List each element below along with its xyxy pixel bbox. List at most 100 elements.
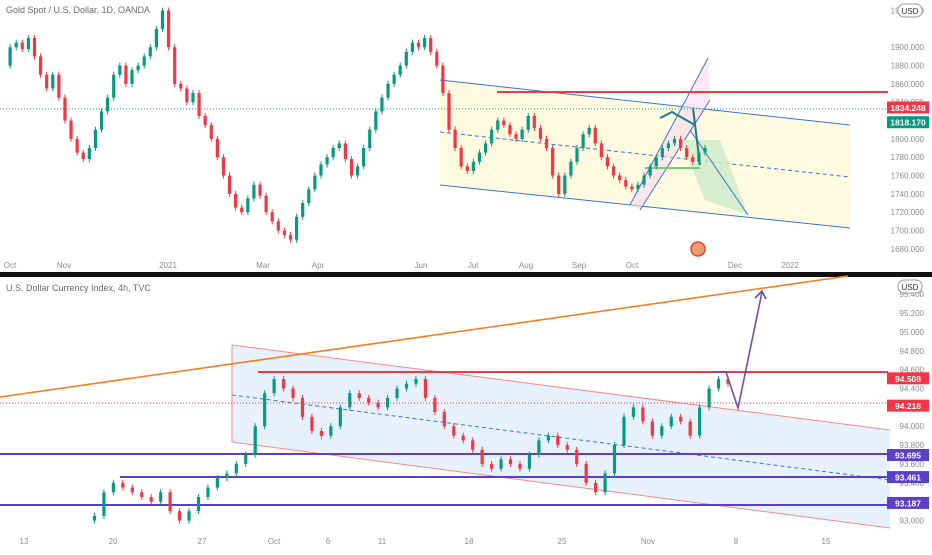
dxy-candle	[461, 435, 465, 441]
gold-candle	[587, 127, 591, 135]
gold-x-tick-label: Nov	[57, 261, 71, 270]
gold-candle	[538, 127, 543, 139]
gold-candle	[270, 212, 274, 222]
dxy-price-badge[interactable]	[887, 399, 929, 412]
gold-candle	[581, 134, 585, 149]
gold-chart-title: Gold Spot / U.S. Dollar, 1D, OANDA	[6, 5, 150, 15]
dxy-price-badge-label: 93.461	[895, 473, 921, 483]
gold-candle	[240, 207, 244, 213]
gold-candle	[227, 175, 232, 194]
gold-candle	[191, 93, 195, 103]
dxy-price-badge-label: 94.508	[895, 374, 921, 384]
gold-candle	[209, 125, 213, 139]
gold-x-tick-label: 2021	[159, 261, 177, 270]
gold-currency-badge-box[interactable]	[897, 3, 923, 18]
dxy-currency-badge-box[interactable]	[897, 279, 923, 294]
gold-target-line	[689, 129, 749, 216]
dxy-price-badge[interactable]	[887, 449, 929, 461]
dxy-price-badge[interactable]	[887, 372, 929, 385]
dxy-candle	[338, 407, 342, 427]
dxy-candle	[130, 487, 134, 493]
gold-candle	[124, 65, 128, 84]
dxy-price-badge[interactable]	[887, 496, 929, 509]
dxy-candle	[499, 459, 503, 469]
gold-candle	[679, 138, 683, 149]
gold-candle	[526, 115, 530, 130]
gold-candle	[575, 148, 579, 162]
dxy-candle	[650, 421, 654, 436]
dxy-price-badge[interactable]	[887, 471, 929, 484]
dxy-candle	[688, 421, 692, 436]
dxy-candle	[660, 426, 664, 436]
gold-candle	[173, 47, 177, 84]
gold-chart-pane[interactable]: 1900.0001880.0001860.0001840.0001820.000…	[0, 0, 929, 270]
gold-x-tick-label: 2022	[781, 261, 799, 270]
pane-separator[interactable]	[0, 272, 932, 277]
gold-y-tick-label: 1700.000	[891, 227, 925, 236]
gold-candle	[166, 10, 171, 48]
dxy-candle	[565, 445, 569, 450]
dxy-candle	[376, 402, 380, 408]
gold-candle	[221, 157, 226, 176]
dxy-chart-pane[interactable]: 95.400 95.200 95.000 94.800 94.600 94.400 94.0…	[0, 275, 929, 546]
gold-x-tick-label: Oct	[4, 261, 17, 270]
dxy-x-axis[interactable]: 13 20 27 Oct 6 11 18 25 Nov 8 15	[20, 537, 831, 546]
dxy-candle	[348, 393, 352, 408]
gold-candle	[325, 157, 329, 165]
gold-y-tick-label: 1720.000	[891, 208, 925, 217]
gold-y-tick-label: 1680.000	[891, 245, 925, 254]
gold-x-axis[interactable]: Oct Nov 2021 Mar Apr Jun Jul Aug Sep Oct Dec 2022	[4, 261, 800, 270]
gold-y-tick-label: 1860.000	[891, 80, 925, 89]
gold-candle	[605, 157, 610, 167]
gold-x-tick-label: Jun	[415, 261, 428, 270]
gold-candle	[636, 184, 640, 190]
dxy-candle	[92, 515, 97, 521]
gold-candle	[234, 193, 238, 208]
gold-candle	[630, 186, 634, 190]
gold-candle	[26, 38, 30, 50]
gold-candle	[45, 74, 49, 89]
gold-candle	[160, 10, 165, 29]
gold-x-tick-label: Apr	[312, 261, 325, 270]
gold-candle	[99, 111, 104, 130]
dxy-candle	[159, 492, 163, 502]
dxy-price-badge-label: 94.218	[895, 401, 921, 411]
dxy-candle	[234, 463, 238, 474]
dxy-y-tick-label: 94.600	[900, 366, 925, 375]
gold-price-badge[interactable]	[887, 101, 929, 114]
gold-candle	[618, 175, 622, 181]
dxy-candle	[631, 407, 636, 417]
gold-candle	[307, 189, 311, 204]
dxy-candle	[716, 379, 721, 389]
gold-y-tick-label: 1800.000	[891, 135, 925, 144]
gold-candle	[672, 138, 677, 144]
gold-candle	[130, 70, 134, 84]
gold-candle	[8, 47, 12, 66]
gold-y-tick-label: 1880.000	[891, 62, 925, 71]
gold-candle	[544, 138, 549, 149]
gold-candle	[93, 129, 98, 149]
gold-candle	[81, 152, 85, 160]
gold-candle	[355, 166, 360, 176]
gold-y-tick-label: 1760.000	[891, 172, 925, 181]
dxy-x-tick-label: 13	[20, 537, 29, 546]
dxy-y-tick-label: 93.600	[900, 460, 925, 469]
gold-y-axis[interactable]: 1900.0001880.0001860.0001840.0001820.000…	[887, 7, 929, 254]
earnings-event-icon[interactable]	[690, 241, 706, 257]
gold-price-badge[interactable]	[887, 116, 929, 129]
gold-candle	[203, 115, 207, 126]
dxy-candle	[442, 412, 446, 427]
dxy-x-tick-label: 27	[198, 537, 207, 546]
gold-candle	[87, 148, 91, 160]
dxy-y-tick-label: 95.000	[900, 328, 925, 337]
dxy-candle	[423, 379, 428, 398]
gold-candle	[447, 93, 451, 130]
gold-candle	[32, 38, 37, 57]
dxy-y-axis[interactable]: 95.400 95.200 95.000 94.800 94.600 94.400 94.0…	[887, 290, 929, 526]
gold-channel-mid	[439, 131, 851, 178]
dxy-channel-upper	[231, 344, 891, 431]
gold-channel-upper	[439, 79, 851, 126]
dxy-y-tick-label: 95.400	[900, 290, 925, 299]
gold-candle	[20, 42, 24, 50]
